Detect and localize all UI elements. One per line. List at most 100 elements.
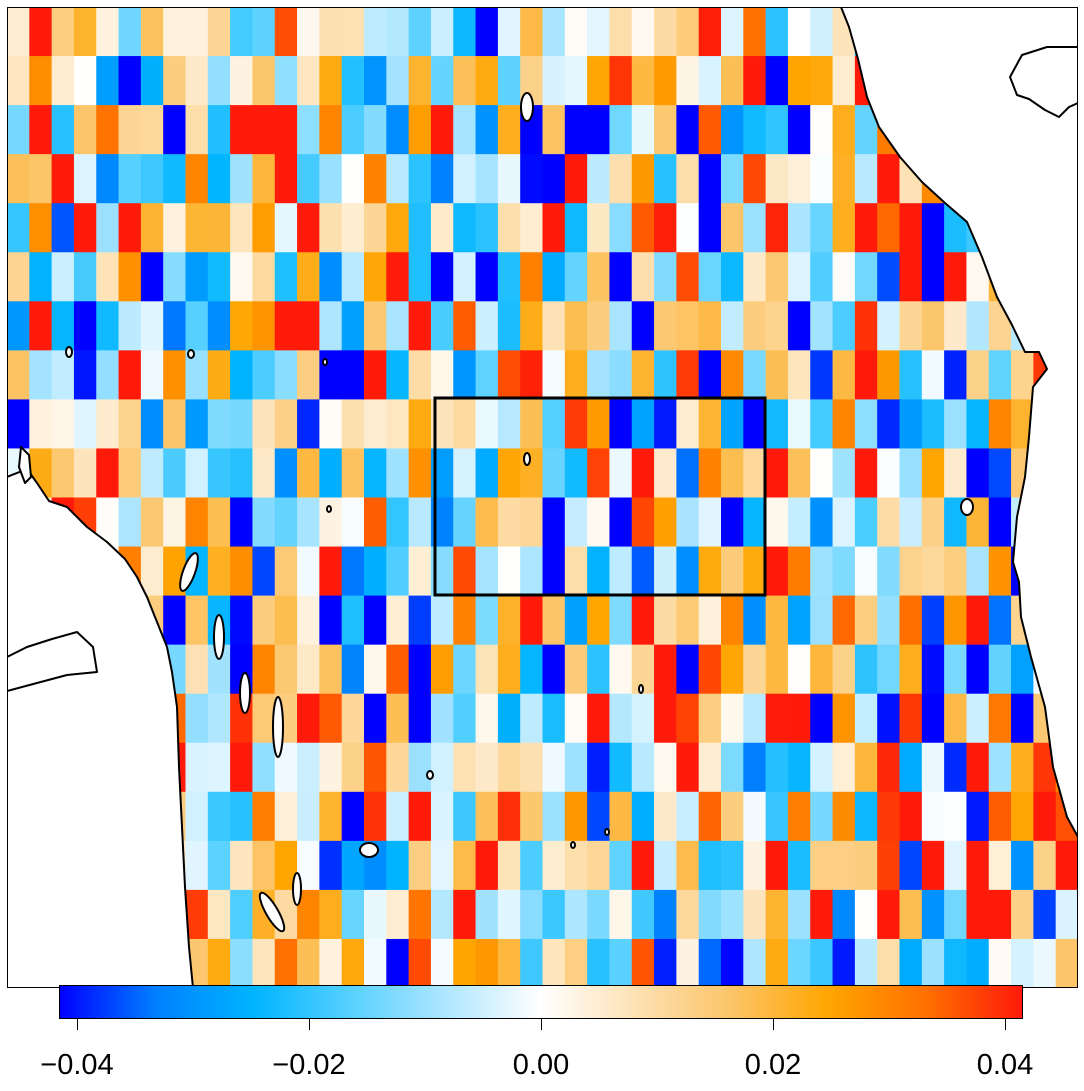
grid-cell xyxy=(386,350,410,400)
grid-cell xyxy=(854,203,878,253)
grid-cell xyxy=(765,595,789,646)
grid-cell xyxy=(698,399,722,450)
grid-cell xyxy=(364,105,387,155)
grid-cell xyxy=(252,399,276,450)
grid-cell xyxy=(698,938,722,988)
grid-cell xyxy=(654,644,677,695)
grid-cell xyxy=(854,742,878,793)
grid-cell xyxy=(564,301,588,351)
grid-cell xyxy=(542,399,566,450)
colorbar-tick xyxy=(77,1019,78,1030)
grid-cell xyxy=(319,105,343,155)
grid-cell xyxy=(966,448,990,499)
grid-cell xyxy=(319,252,343,302)
grid-cell xyxy=(386,7,410,57)
island-galapagos xyxy=(960,498,974,516)
grid-cell xyxy=(832,546,856,597)
grid-cell xyxy=(810,56,834,106)
grid-cell xyxy=(854,644,878,695)
grid-cell xyxy=(185,350,209,400)
grid-cell xyxy=(430,791,454,842)
grid-cell xyxy=(654,840,677,891)
island-hawaii-2 xyxy=(523,452,531,466)
grid-cell xyxy=(386,840,410,891)
grid-cell xyxy=(877,301,901,351)
grid-cell xyxy=(453,56,477,106)
grid-cell xyxy=(698,693,722,744)
grid-cell xyxy=(765,203,789,253)
colorbar-tick-label: 0.00 xyxy=(512,1049,570,1081)
grid-cell xyxy=(698,154,722,204)
grid-cell xyxy=(118,154,142,204)
grid-cell xyxy=(609,350,633,400)
grid-cell xyxy=(430,154,454,204)
grid-cell xyxy=(698,497,722,548)
grid-cell xyxy=(297,252,320,302)
grid-cell xyxy=(185,497,209,548)
grid-cell xyxy=(854,791,878,842)
grid-cell xyxy=(118,301,142,351)
grid-cell xyxy=(743,56,767,106)
grid-cell xyxy=(230,938,254,988)
grid-cell xyxy=(29,252,53,302)
colorbar-tick xyxy=(773,1019,774,1030)
grid-cell xyxy=(787,840,811,891)
grid-cell xyxy=(564,350,588,400)
grid-cell xyxy=(497,644,521,695)
grid-cell xyxy=(118,56,142,106)
grid-cell xyxy=(564,252,588,302)
grid-cell xyxy=(297,350,320,400)
grid-cell xyxy=(810,448,834,499)
grid-cell xyxy=(542,938,566,988)
grid-cell xyxy=(587,595,611,646)
grid-cell xyxy=(676,644,700,695)
grid-cell xyxy=(542,252,566,302)
grid-cell xyxy=(631,301,655,351)
grid-cell xyxy=(944,889,968,940)
grid-cell xyxy=(743,350,767,400)
grid-cell xyxy=(542,56,566,106)
grid-cell xyxy=(453,203,477,253)
grid-cell xyxy=(51,154,75,204)
grid-cell xyxy=(7,301,30,351)
grid-cell xyxy=(609,644,633,695)
grid-cell xyxy=(631,693,655,744)
grid-cell xyxy=(475,203,499,253)
grid-cell xyxy=(721,938,744,988)
grid-cell xyxy=(341,350,365,400)
grid-cell xyxy=(520,350,544,400)
grid-cell xyxy=(118,497,142,548)
grid-cell xyxy=(743,252,767,302)
grid-cell xyxy=(7,252,30,302)
grid-cell xyxy=(765,7,789,57)
grid-cell xyxy=(252,154,276,204)
grid-cell xyxy=(96,497,120,548)
grid-cell xyxy=(140,7,164,57)
grid-cell xyxy=(765,497,789,548)
grid-cell xyxy=(832,301,856,351)
grid-cell xyxy=(297,203,320,253)
grid-cell xyxy=(140,350,164,400)
grid-cell xyxy=(341,889,365,940)
grid-cell xyxy=(587,154,611,204)
grid-cell xyxy=(230,546,254,597)
grid-cell xyxy=(743,644,767,695)
colorbar-tick-label: 0.04 xyxy=(976,1049,1034,1081)
grid-cell xyxy=(966,301,990,351)
grid-cell xyxy=(944,595,968,646)
grid-cell xyxy=(453,105,477,155)
grid-cell xyxy=(609,56,633,106)
grid-cell xyxy=(364,938,387,988)
grid-cell xyxy=(408,203,432,253)
grid-cell xyxy=(988,350,1012,400)
grid-cell xyxy=(587,301,611,351)
grid-cell xyxy=(899,546,923,597)
grid-cell xyxy=(899,938,923,988)
grid-cell xyxy=(944,350,968,400)
grid-cell xyxy=(520,889,544,940)
grid-cell xyxy=(542,203,566,253)
grid-cell xyxy=(430,840,454,891)
grid-cell xyxy=(564,595,588,646)
grid-cell xyxy=(564,448,588,499)
grid-cell xyxy=(787,350,811,400)
